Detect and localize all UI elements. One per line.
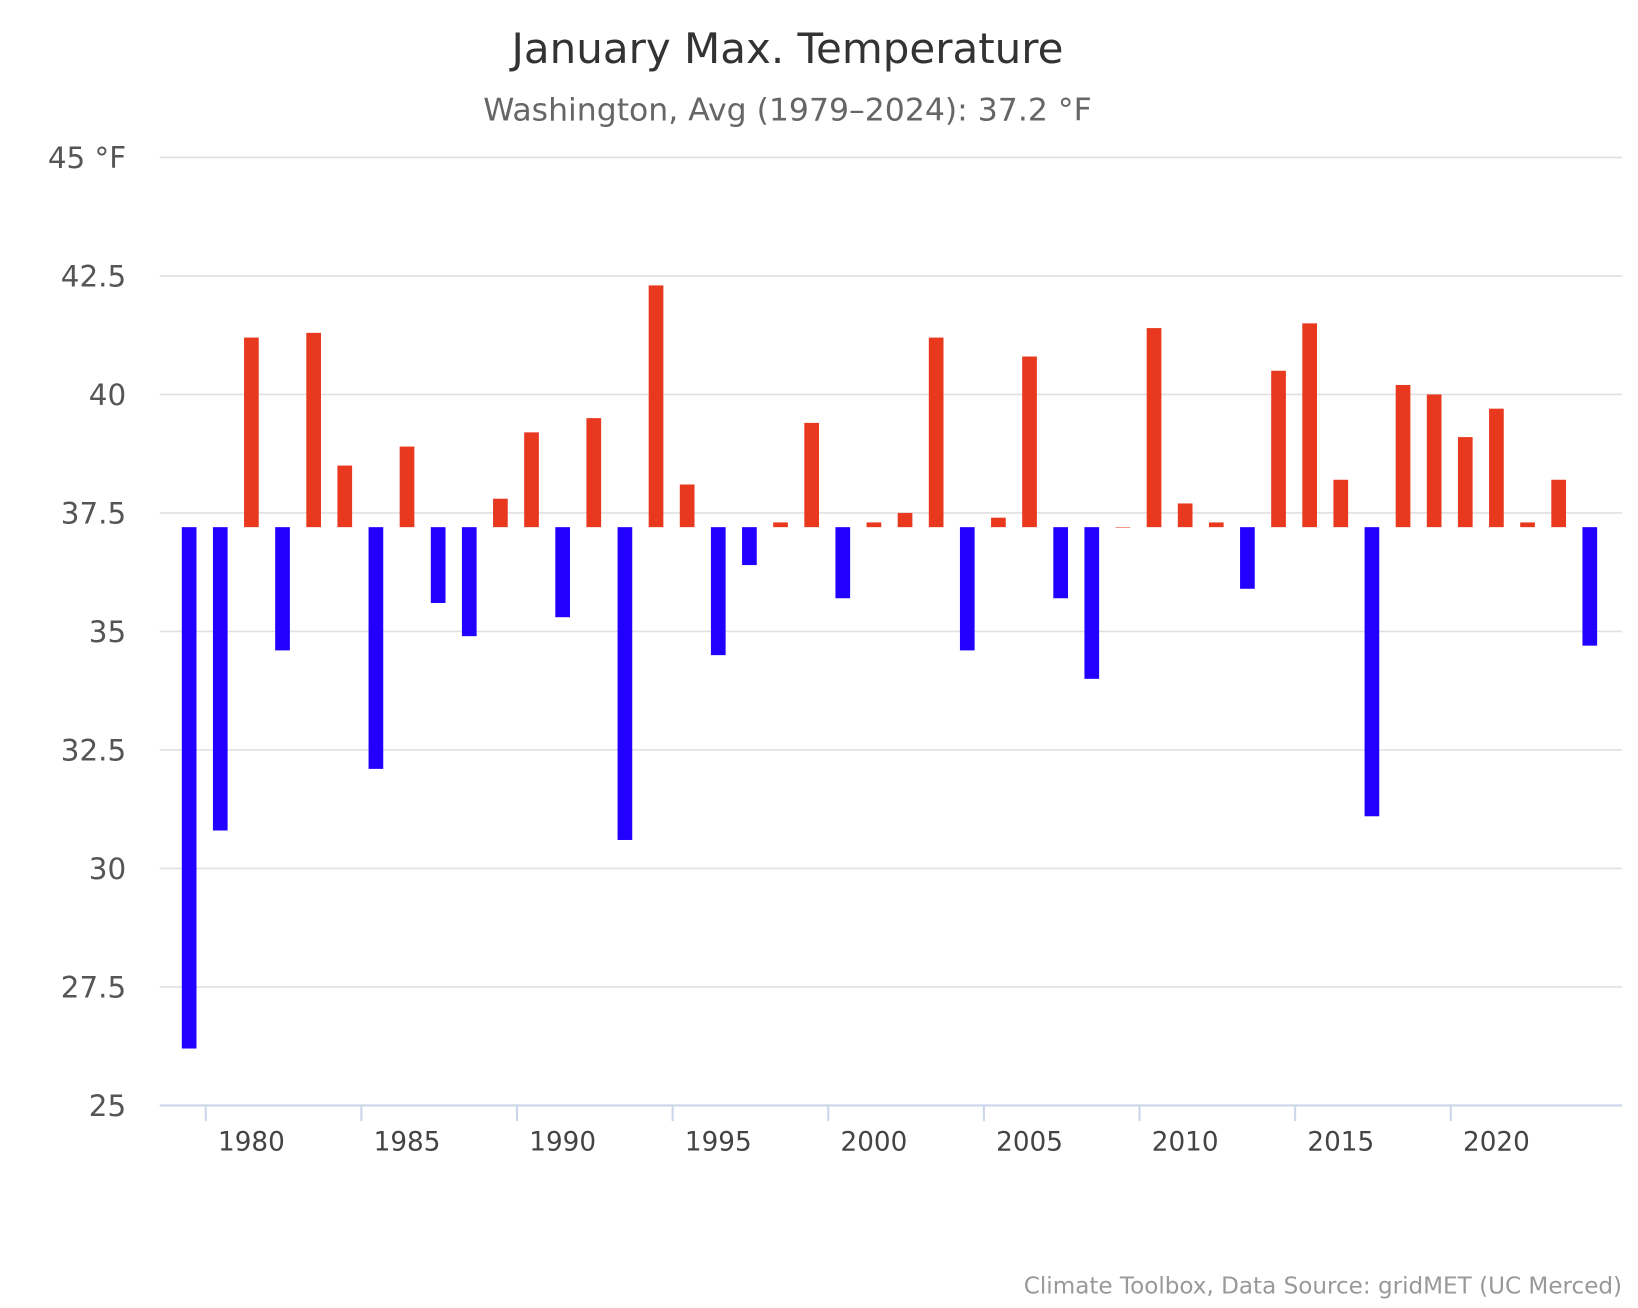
bar-2024 (1582, 527, 1598, 646)
bar-2000 (835, 527, 851, 599)
y-tick-label: 37.5 (61, 496, 126, 530)
bar-2009 (1115, 527, 1131, 528)
bar-2010 (1146, 328, 1162, 528)
bar-2003 (928, 337, 944, 528)
bar-2015 (1302, 323, 1318, 528)
bar-1991 (555, 527, 570, 618)
bar-2020 (1457, 437, 1473, 528)
y-tick-label: 45 °F (48, 141, 126, 175)
bar-1997 (742, 527, 757, 566)
bar-2018 (1395, 384, 1411, 528)
x-tick-label: 2010 (1152, 1128, 1219, 1158)
bar-2022 (1520, 522, 1535, 528)
bar-2013 (1240, 527, 1255, 589)
bar-1981 (244, 337, 259, 528)
x-tick-label: 1995 (685, 1128, 752, 1158)
bar-2004 (959, 527, 975, 651)
y-tick-label: 30 (89, 852, 126, 886)
bar-2014 (1271, 370, 1286, 528)
bar-1998 (773, 522, 788, 528)
y-tick-label: 42.5 (61, 259, 126, 293)
x-tick-label: 2000 (841, 1128, 908, 1158)
bar-1986 (399, 446, 415, 528)
x-tick-label: 2020 (1463, 1128, 1530, 1158)
bar-1989 (493, 498, 508, 528)
bar-1982 (275, 527, 290, 651)
bar-2016 (1333, 479, 1349, 528)
bar-1993 (617, 527, 633, 840)
x-tick-label: 1980 (218, 1128, 285, 1158)
bar-1996 (710, 527, 726, 656)
y-tick-label: 35 (89, 615, 126, 649)
bar-1999 (804, 422, 819, 528)
bar-1990 (524, 432, 539, 528)
bar-2006 (1022, 356, 1037, 528)
y-tick-label: 40 (89, 378, 126, 412)
bar-1983 (306, 332, 321, 528)
chart-subtitle: Washington, Avg (1979–2024): 37.2 °F (483, 93, 1091, 129)
chart-title: January Max. Temperature (509, 24, 1064, 73)
bar-2005 (991, 517, 1006, 528)
bar-1987 (430, 527, 446, 603)
bar-2011 (1177, 503, 1193, 528)
bar-2021 (1489, 408, 1504, 528)
y-tick-label: 32.5 (61, 733, 126, 767)
bar-1992 (586, 418, 602, 528)
x-tick-label: 2005 (996, 1128, 1063, 1158)
bar-2008 (1084, 527, 1100, 679)
x-tick-label: 1985 (374, 1128, 441, 1158)
bar-1979 (181, 527, 197, 1049)
x-tick-label: 1990 (529, 1128, 596, 1158)
chart-credit: Climate Toolbox, Data Source: gridMET (U… (1024, 1273, 1622, 1299)
bar-2007 (1053, 527, 1069, 599)
bar-1995 (679, 484, 695, 528)
bar-2012 (1208, 522, 1224, 528)
bar-1988 (461, 527, 477, 637)
y-tick-label: 27.5 (61, 970, 126, 1004)
bar-1984 (337, 465, 353, 528)
bar-1994 (648, 285, 664, 528)
bar-1980 (212, 527, 228, 831)
bar-2002 (897, 512, 913, 528)
y-tick-label: 25 (89, 1089, 126, 1123)
bar-2023 (1551, 479, 1567, 528)
bar-2019 (1426, 394, 1442, 528)
bar-2001 (866, 522, 882, 528)
x-tick-label: 2015 (1307, 1128, 1374, 1158)
bar-2017 (1364, 527, 1380, 817)
bar-1985 (368, 527, 384, 769)
